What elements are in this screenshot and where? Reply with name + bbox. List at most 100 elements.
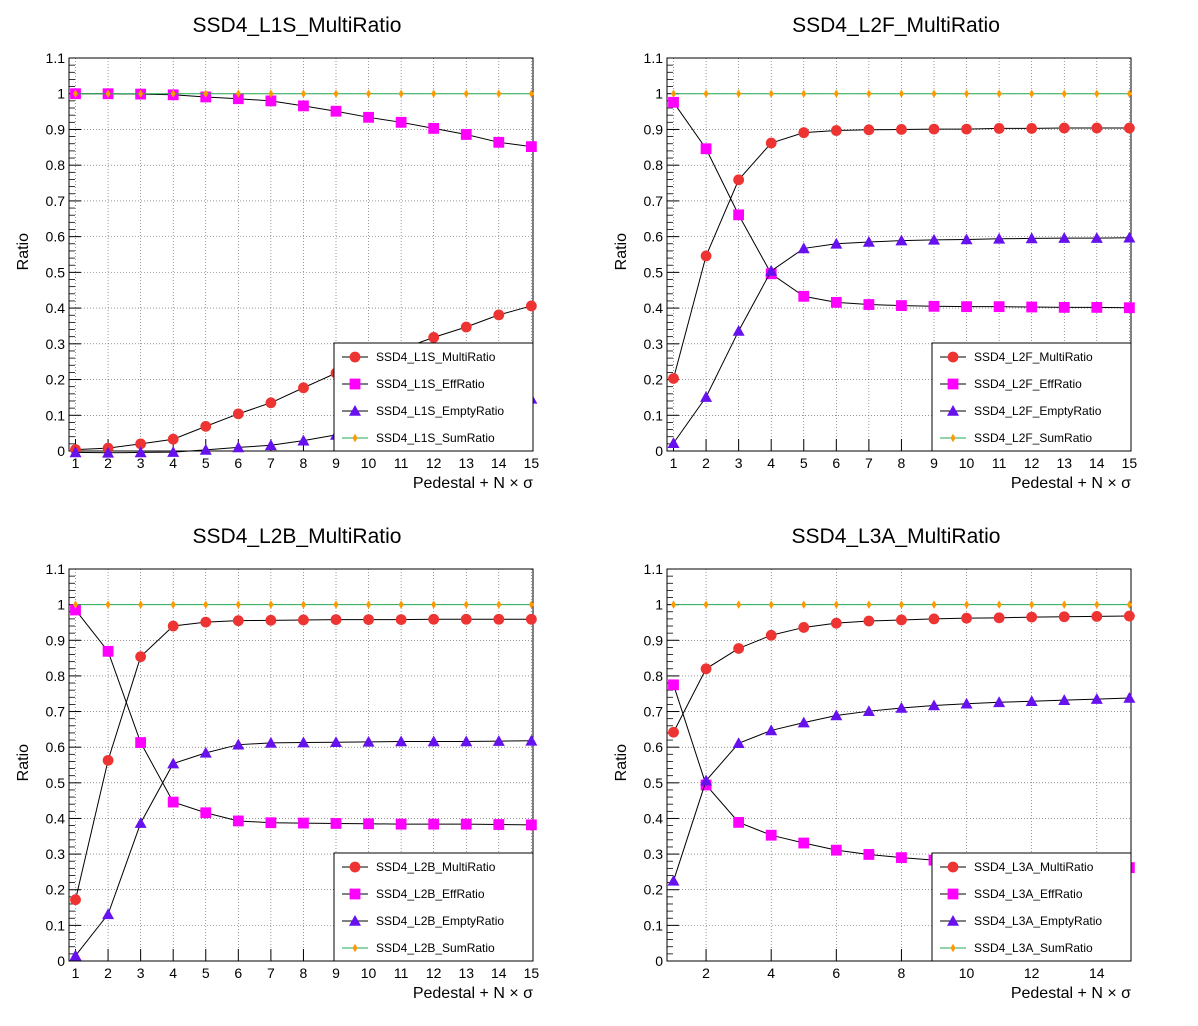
data-point <box>138 89 144 98</box>
plot-frame <box>68 568 534 962</box>
x-tick-label: 15 <box>1122 455 1138 471</box>
data-point <box>431 600 437 609</box>
series-diamond <box>670 89 1132 98</box>
data-point <box>961 123 972 135</box>
y-tick-label: 0.4 <box>46 810 66 826</box>
y-tick-label: 0.7 <box>644 704 664 720</box>
data-point <box>170 600 176 609</box>
series-diamond <box>670 600 1132 609</box>
y-tick-label: 0.5 <box>644 775 664 791</box>
data-point <box>232 93 244 105</box>
data-point <box>203 89 209 98</box>
y-tick-label: 0.1 <box>644 407 664 423</box>
y-axis-label: Ratio <box>15 233 32 270</box>
data-point <box>798 837 810 849</box>
data-point <box>765 829 777 841</box>
data-point <box>961 612 972 624</box>
chart-title: SSD4_L1S_MultiRatio <box>193 14 402 37</box>
legend-label: SSD4_L1S_SumRatio <box>376 431 495 445</box>
data-point <box>398 89 404 98</box>
x-tick-label: 4 <box>767 965 775 981</box>
data-point <box>1123 302 1135 314</box>
data-point <box>993 301 1005 313</box>
data-point <box>765 264 778 276</box>
y-tick-label: 0.2 <box>46 882 66 898</box>
data-point <box>1029 600 1035 609</box>
x-tick-label: 6 <box>832 965 840 981</box>
data-point <box>830 296 842 308</box>
x-tick-label: 10 <box>959 965 975 981</box>
data-point <box>1091 122 1103 134</box>
data-point <box>830 617 842 629</box>
y-tick-label: 0.3 <box>46 336 66 352</box>
data-point <box>167 446 180 457</box>
x-tick-label: 13 <box>1056 455 1072 471</box>
data-point <box>330 736 343 747</box>
y-tick-label: 0.3 <box>46 846 66 862</box>
data-point <box>1026 611 1038 623</box>
x-tick-label: 6 <box>234 455 242 471</box>
data-point <box>395 614 407 626</box>
data-point <box>928 300 940 312</box>
data-point <box>398 600 404 609</box>
y-tick-label: 0.1 <box>644 917 664 933</box>
legend-swatch-marker <box>947 378 959 390</box>
x-tick-label: 12 <box>1024 455 1040 471</box>
x-tick-label: 2 <box>702 455 710 471</box>
x-tick-label: 2 <box>104 455 112 471</box>
data-point <box>703 89 709 98</box>
data-point <box>138 600 144 609</box>
legend-swatch-marker <box>947 888 959 900</box>
data-point <box>862 235 875 247</box>
series-circle <box>70 613 537 906</box>
data-point <box>298 614 309 626</box>
y-tick-label: 0.2 <box>644 372 664 388</box>
x-tick-label: 8 <box>898 455 906 471</box>
legend-label: SSD4_L2F_EffRatio <box>974 377 1082 391</box>
data-point <box>395 116 407 128</box>
legend-box <box>333 852 534 962</box>
data-point <box>297 434 310 446</box>
x-tick-label: 4 <box>767 455 775 471</box>
data-point <box>928 123 940 135</box>
y-tick-label: 0 <box>57 443 65 459</box>
data-point <box>362 735 375 747</box>
data-point <box>801 89 807 98</box>
data-point <box>428 613 440 625</box>
data-point <box>931 600 937 609</box>
data-point <box>1090 232 1103 243</box>
data-point <box>264 439 277 451</box>
x-axis-label: Pedestal + N × σ <box>1011 985 1131 1002</box>
y-tick-label: 0 <box>655 953 663 969</box>
legend-label: SSD4_L3A_EffRatio <box>974 887 1083 901</box>
chart-panel-4: SSD4_L3A_MultiRatio 0 0.1 0.2 0.3 0.4 0.5 0.6 0.… <box>613 525 1136 1002</box>
data-point <box>700 774 713 786</box>
data-point <box>765 629 777 641</box>
x-axis-label: Pedestal + N × σ <box>413 985 533 1002</box>
y-tick-label: 0 <box>655 443 663 459</box>
data-point <box>668 679 679 691</box>
x-tick-label: 10 <box>361 455 377 471</box>
x-tick-label: 6 <box>234 965 242 981</box>
chart-title: SSD4_L3A_MultiRatio <box>792 525 1001 548</box>
data-point <box>670 600 677 609</box>
y-tick-label: 0.9 <box>46 632 66 648</box>
legend-swatch-marker <box>349 378 361 390</box>
series-triangle <box>667 692 1136 886</box>
data-point <box>866 89 872 98</box>
data-point <box>102 446 115 458</box>
y-tick-label: 1.1 <box>644 50 664 66</box>
data-point <box>268 89 274 98</box>
data-point <box>667 437 680 448</box>
data-point <box>72 600 79 609</box>
data-point <box>668 96 679 108</box>
data-point <box>931 89 937 98</box>
data-point <box>203 600 209 609</box>
data-point <box>199 746 212 758</box>
data-point <box>961 301 972 313</box>
y-tick-label: 0.6 <box>644 229 664 245</box>
x-tick-label: 15 <box>524 965 540 981</box>
x-tick-label: 11 <box>394 455 409 471</box>
y-tick-label: 0.4 <box>644 810 664 826</box>
y-tick-label: 0.4 <box>644 300 664 316</box>
